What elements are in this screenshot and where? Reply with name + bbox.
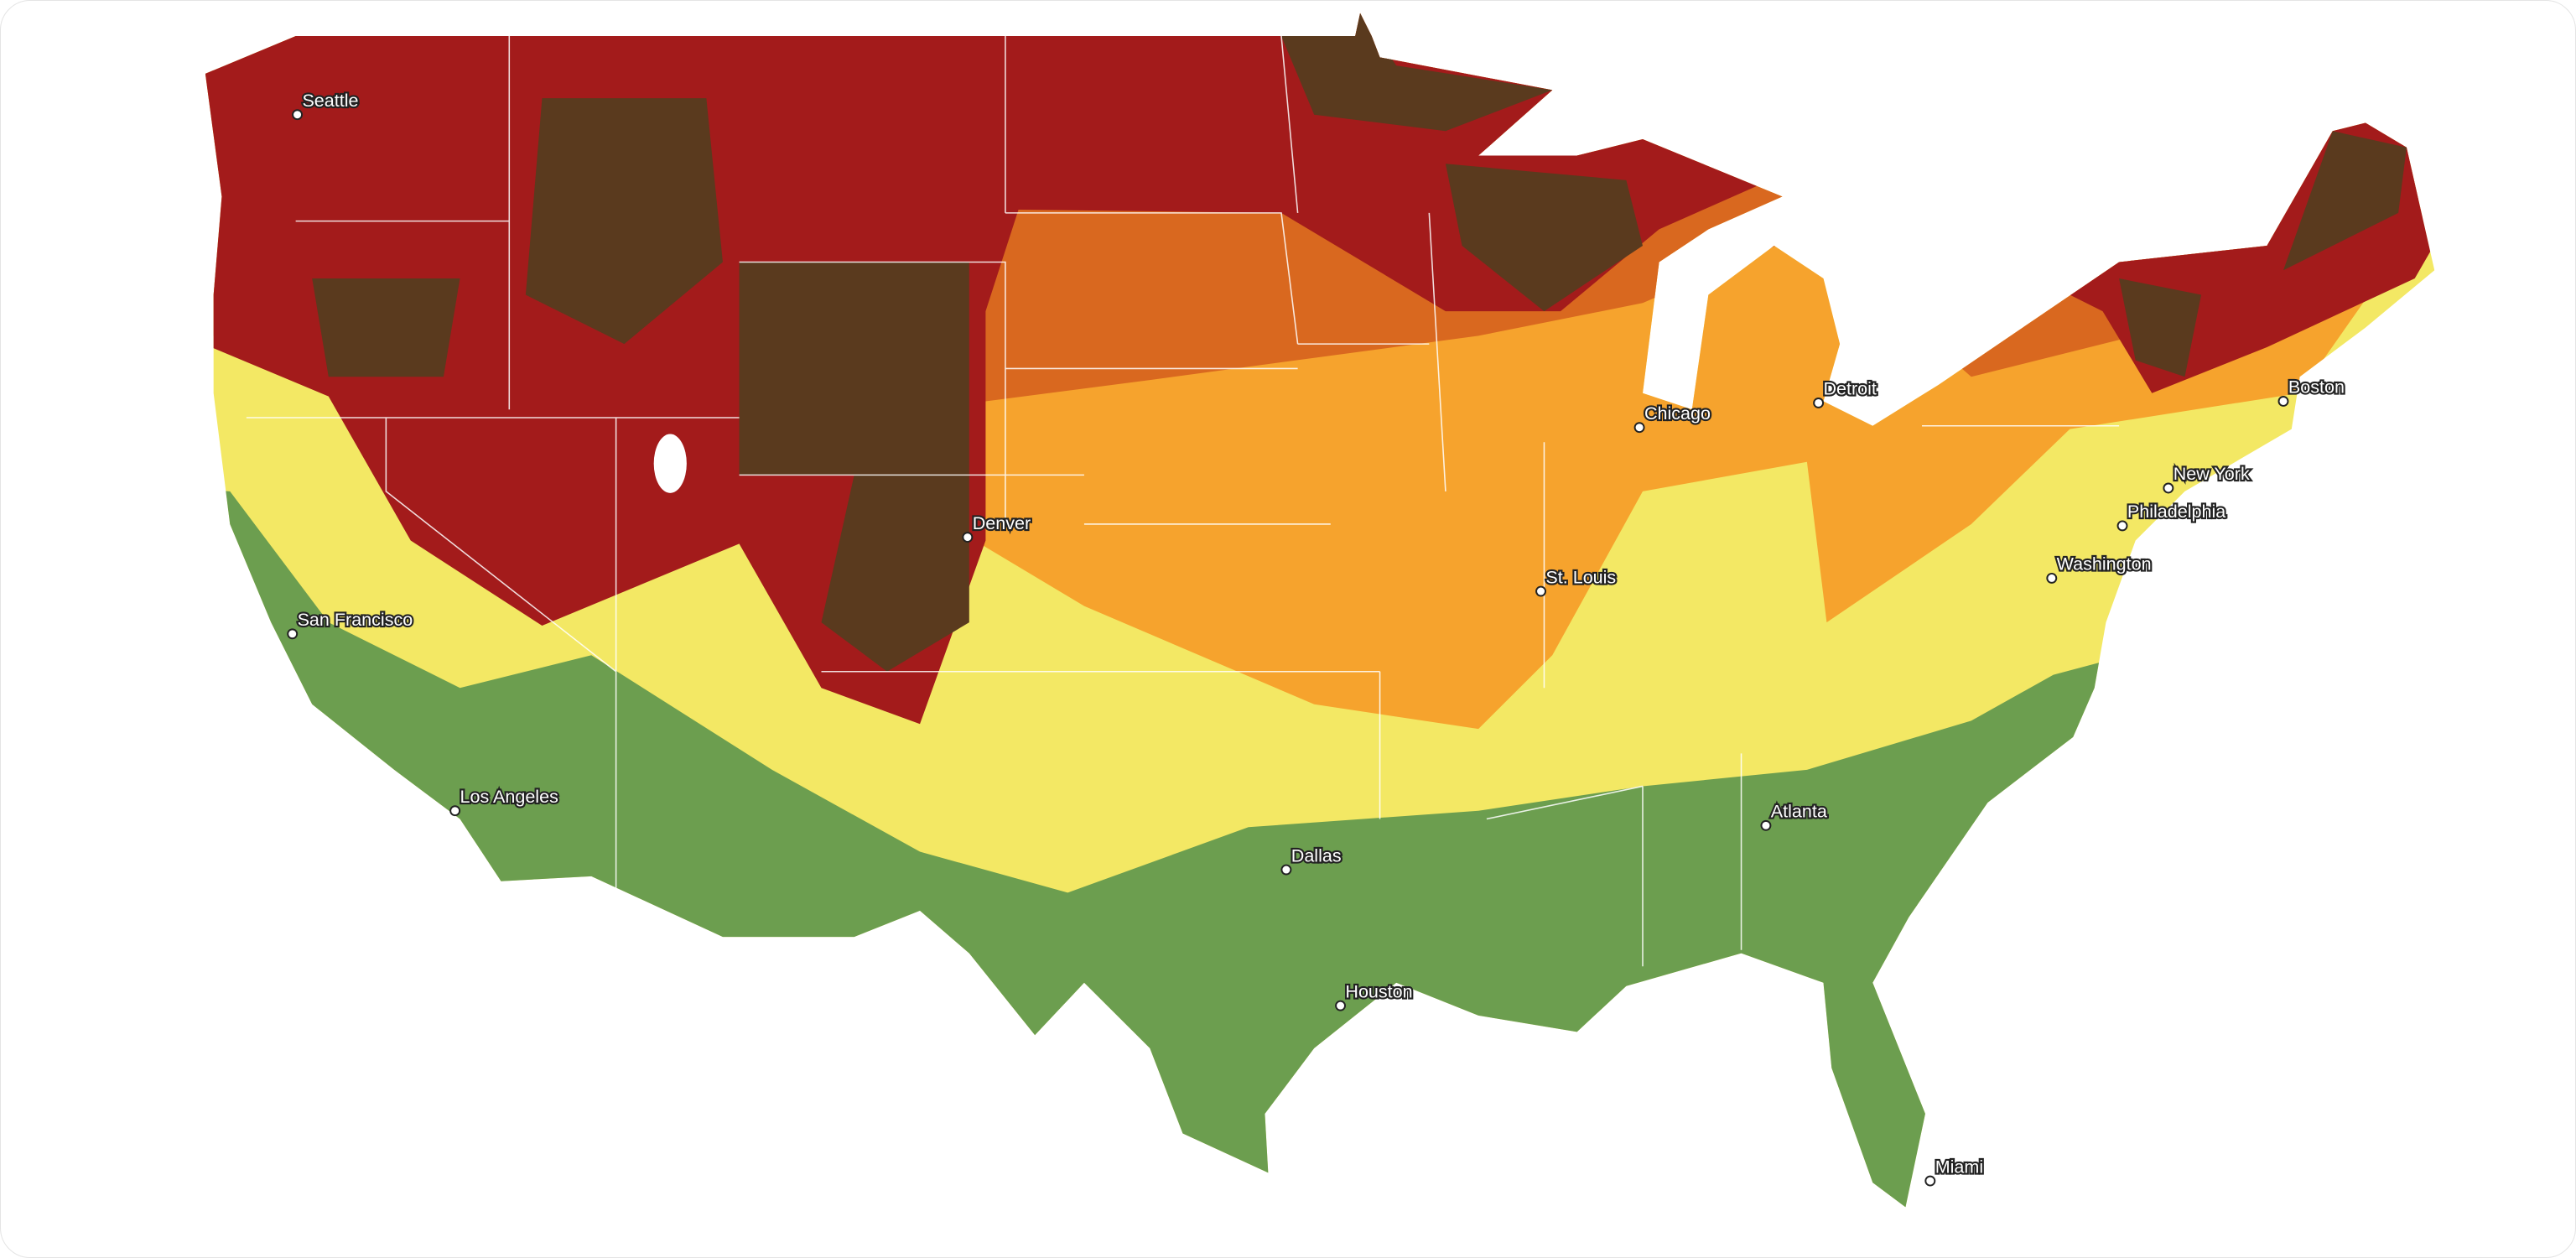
city-marker xyxy=(1760,819,1772,831)
city-label: Houston xyxy=(1345,981,1412,1001)
city-label: Seattle xyxy=(302,91,358,111)
city-label: Los Angeles xyxy=(460,787,558,807)
city-label: Atlanta xyxy=(1771,802,1827,822)
city-marker xyxy=(1633,422,1645,434)
city-label: Chicago xyxy=(1644,403,1711,424)
city-label: San Francisco xyxy=(298,610,413,630)
city-label: New York xyxy=(2174,464,2250,484)
city-marker xyxy=(1924,1175,1936,1187)
city-marker xyxy=(287,628,299,640)
city-label: Washington xyxy=(2057,554,2152,574)
city-marker xyxy=(1535,585,1547,597)
city-label: Miami xyxy=(1935,1157,1983,1177)
city-marker xyxy=(1813,397,1825,408)
city-marker xyxy=(1335,1000,1347,1011)
city-label: Philadelphia xyxy=(2127,502,2225,522)
city-label: Denver xyxy=(973,513,1031,533)
salt-lake xyxy=(653,434,687,493)
city-marker xyxy=(2277,396,2289,407)
city-marker xyxy=(292,109,304,121)
city-marker xyxy=(2046,572,2058,584)
city-label: Detroit xyxy=(1823,379,1876,399)
city-label: Boston xyxy=(2288,377,2345,398)
city-marker xyxy=(1280,864,1292,876)
city-marker xyxy=(2116,520,2128,532)
city-label: St. Louis xyxy=(1545,567,1616,587)
cities: Seattle San Francisco Los Angeles Denver Dal… xyxy=(287,89,2346,1187)
state-borders xyxy=(246,35,2120,967)
city-label: Dallas xyxy=(1291,845,1342,866)
city-marker xyxy=(2163,482,2174,494)
city-marker xyxy=(962,532,974,543)
city-marker xyxy=(449,805,461,817)
